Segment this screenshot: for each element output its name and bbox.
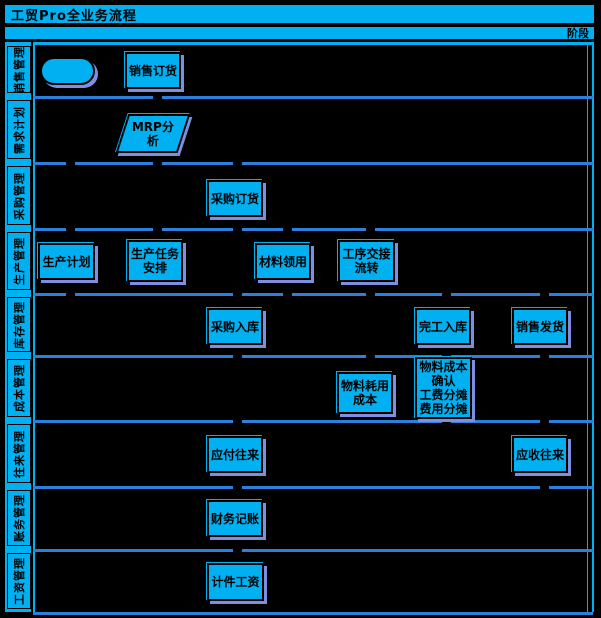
- connector-crossing-gap: [540, 293, 549, 296]
- node-label: 采购入库: [210, 319, 259, 334]
- lane-label-contacts: 往来管理: [7, 424, 31, 483]
- lane-label-text: 采购管理: [13, 171, 26, 220]
- node-cost-confirmation[interactable]: 物料成本 确认 工费分摊 费用分摊: [415, 357, 472, 419]
- lane-separator: [33, 228, 593, 231]
- lane-separator: [33, 162, 593, 165]
- lane-label-sales: 销售管理: [7, 46, 31, 93]
- lane-separator: [33, 355, 593, 358]
- diagram-title-bar: 工贸Pro全业务流程: [4, 4, 595, 24]
- node-label: 工序交接 流转: [342, 247, 391, 275]
- node-label: 销售订货: [128, 63, 177, 78]
- lane-separator: [33, 420, 593, 423]
- node-label: 完工入库: [418, 319, 467, 334]
- node-start[interactable]: [40, 57, 95, 85]
- node-finished-receipt[interactable]: 完工入库: [415, 308, 471, 345]
- phase-header-row: 阶段: [4, 26, 595, 40]
- lane-separator: [33, 549, 593, 552]
- node-label: 销售发货: [515, 319, 564, 334]
- connector-crossing-gap: [153, 96, 162, 99]
- node-production-plan[interactable]: 生产计划: [38, 243, 95, 280]
- connector-crossing-gap: [366, 355, 375, 358]
- node-label: 物料成本 确认 工费分摊 费用分摊: [419, 360, 468, 416]
- node-bookkeeping[interactable]: 财务记账: [207, 500, 263, 537]
- node-payable[interactable]: 应付往来: [207, 436, 263, 473]
- connector-crossing-gap: [442, 420, 451, 423]
- node-receivable[interactable]: 应收往来: [512, 436, 568, 473]
- phase-header-label: 阶段: [567, 27, 589, 40]
- connector-crossing-gap: [366, 228, 375, 231]
- lane-label-purchase: 采购管理: [7, 166, 31, 225]
- node-production-task[interactable]: 生产任务 安排: [127, 240, 183, 282]
- node-label: 物料耗用 成本: [340, 379, 389, 407]
- page-title: 工贸Pro全业务流程: [11, 8, 137, 24]
- lane-label-text: 工资管理: [13, 557, 26, 605]
- node-purchase-order[interactable]: 采购订货: [207, 180, 263, 217]
- node-material-requisition[interactable]: 材料领用: [255, 243, 311, 280]
- diagram-frame-line: [33, 42, 35, 612]
- connector-crossing-gap: [442, 355, 451, 358]
- connector-crossing-gap: [66, 293, 75, 296]
- node-label: 计件工资: [211, 575, 260, 589]
- connector-crossing-gap: [233, 549, 242, 552]
- connector-crossing-gap: [233, 228, 242, 231]
- node-label: 采购订货: [210, 191, 259, 206]
- lane-label-cost: 成本管理: [7, 359, 31, 417]
- node-sales-order[interactable]: 销售订货: [125, 52, 181, 89]
- node-label: 生产计划: [42, 254, 91, 269]
- connector-crossing-gap: [540, 420, 549, 423]
- connector-crossing-gap: [283, 228, 292, 231]
- lane-separator: [33, 486, 593, 489]
- connector-crossing-gap: [366, 293, 375, 296]
- diagram-frame-line: [587, 42, 588, 612]
- connector-crossing-gap: [233, 420, 242, 423]
- connector-crossing-gap: [66, 228, 75, 231]
- lane-label-production: 生产管理: [7, 232, 31, 290]
- connector-crossing-gap: [66, 162, 75, 165]
- node-sales-delivery[interactable]: 销售发货: [512, 308, 568, 345]
- connector-crossing-gap: [540, 486, 549, 489]
- connector-crossing-gap: [540, 355, 549, 358]
- lane-label-demand: 需求计划: [7, 100, 31, 159]
- node-purchase-receipt[interactable]: 采购入库: [207, 308, 263, 345]
- node-process-handover[interactable]: 工序交接 流转: [338, 240, 395, 282]
- node-mrp-analysis[interactable]: MRP分析: [115, 114, 191, 153]
- lane-label-inventory: 库存管理: [7, 297, 31, 352]
- node-label: 财务记账: [210, 511, 259, 526]
- lane-label-text: 库存管理: [13, 300, 26, 349]
- lane-separator: [33, 612, 593, 615]
- connector-crossing-gap: [233, 355, 242, 358]
- node-label: 应收往来: [515, 447, 564, 462]
- node-piece-wage[interactable]: 计件工资: [207, 563, 264, 601]
- diagram-frame-line: [592, 42, 594, 612]
- node-label: 应付往来: [210, 447, 259, 462]
- lane-label-text: 需求计划: [13, 105, 26, 154]
- lane-separator: [33, 293, 593, 296]
- connector-crossing-gap: [442, 293, 451, 296]
- lane-separator: [33, 96, 593, 99]
- lane-label-text: 销售管理: [13, 46, 26, 93]
- lane-label-text: 往来管理: [13, 429, 26, 478]
- connector-crossing-gap: [153, 228, 162, 231]
- node-label: MRP分析: [132, 119, 174, 148]
- connector-crossing-gap: [233, 162, 242, 165]
- lane-label-payroll: 工资管理: [7, 553, 31, 609]
- lane-label-text: 成本管理: [13, 364, 26, 412]
- lane-separator: [33, 42, 593, 45]
- node-label: 材料领用: [258, 254, 307, 269]
- connector-crossing-gap: [233, 486, 242, 489]
- connector-crossing-gap: [153, 162, 162, 165]
- node-material-cost[interactable]: 物料耗用 成本: [337, 372, 393, 414]
- connector-crossing-gap: [283, 293, 292, 296]
- lane-label-text: 生产管理: [13, 237, 26, 285]
- lane-label-text: 账务管理: [13, 494, 26, 542]
- connector-crossing-gap: [233, 293, 242, 296]
- node-label: 生产任务 安排: [130, 247, 179, 275]
- lane-label-accounting: 账务管理: [7, 490, 31, 546]
